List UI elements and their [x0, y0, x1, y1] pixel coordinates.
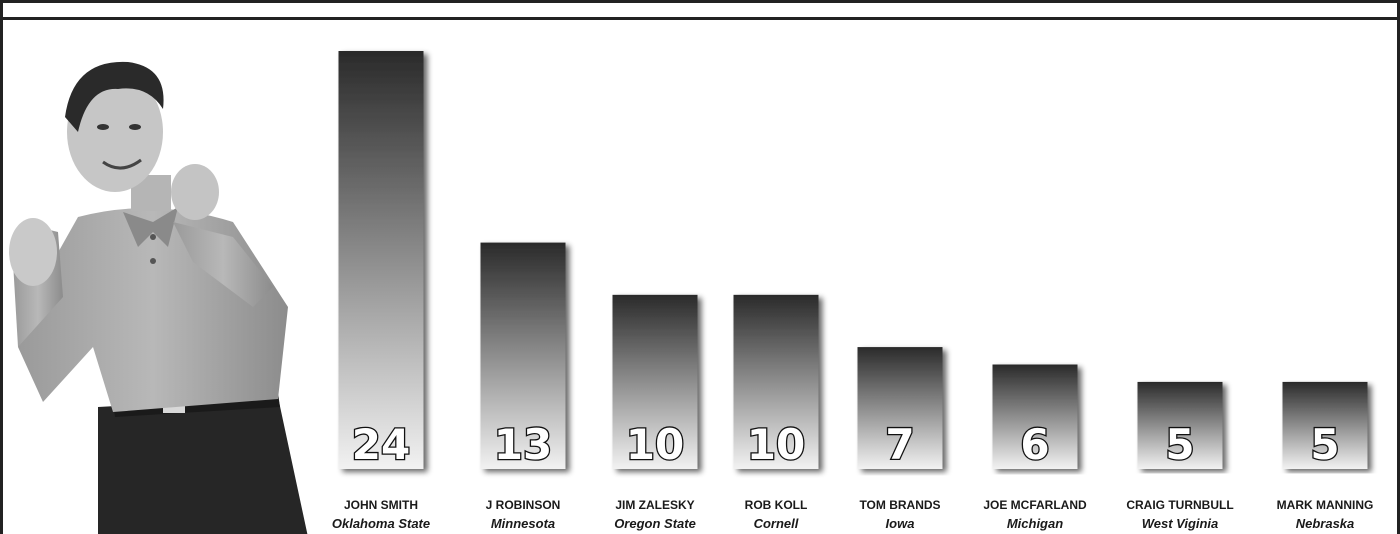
bar-value-label: 6: [1020, 420, 1049, 469]
bar-5: [992, 364, 1078, 469]
category-team-label: Iowa: [886, 516, 915, 531]
bar-3: [733, 294, 819, 469]
category-team-label: Minnesota: [491, 516, 555, 531]
bar-7: [1282, 381, 1368, 469]
category-name-label: JIM ZALESKY: [615, 498, 694, 512]
coach-photo: [9, 61, 308, 534]
category-name-label: JOHN SMITH: [344, 498, 418, 512]
bar-value-label: 5: [1165, 420, 1194, 469]
category-team-label: Oklahoma State: [332, 516, 430, 531]
category-team-label: Cornell: [754, 516, 799, 531]
category-name-label: CRAIG TURNBULL: [1126, 498, 1233, 512]
bar-chart: 24 JOHN SMITH Oklahoma State 13 J ROBINSON Mi…: [332, 51, 1374, 531]
category-team-label: West Viginia: [1142, 516, 1219, 531]
category-name-label: JOE MCFARLAND: [983, 498, 1087, 512]
category-team-label: Oregon State: [614, 516, 696, 531]
bar-6: [1137, 381, 1223, 469]
category-name-label: J ROBINSON: [486, 498, 561, 512]
category-name-label: MARK MANNING: [1277, 498, 1374, 512]
bar-0: [338, 51, 424, 469]
category-team-label: Michigan: [1007, 516, 1063, 531]
bar-value-label: 13: [494, 420, 552, 469]
bar-value-label: 10: [747, 420, 805, 469]
bars-layer: [338, 51, 1368, 469]
bar-4: [857, 347, 943, 469]
labels-layer: 24 JOHN SMITH Oklahoma State 13 J ROBINSON Mi…: [332, 419, 1374, 531]
bar-value-label: 5: [1310, 420, 1339, 469]
bar-value-label: 10: [626, 420, 684, 469]
bar-value-label: 7: [885, 420, 914, 469]
category-team-label: Nebraska: [1296, 516, 1355, 531]
bar-2: [612, 294, 698, 469]
bar-1: [480, 242, 566, 469]
bar-value-label: 24: [352, 420, 410, 469]
category-name-label: ROB KOLL: [745, 498, 808, 512]
top-rule: [3, 17, 1397, 20]
category-name-label: TOM BRANDS: [859, 498, 940, 512]
